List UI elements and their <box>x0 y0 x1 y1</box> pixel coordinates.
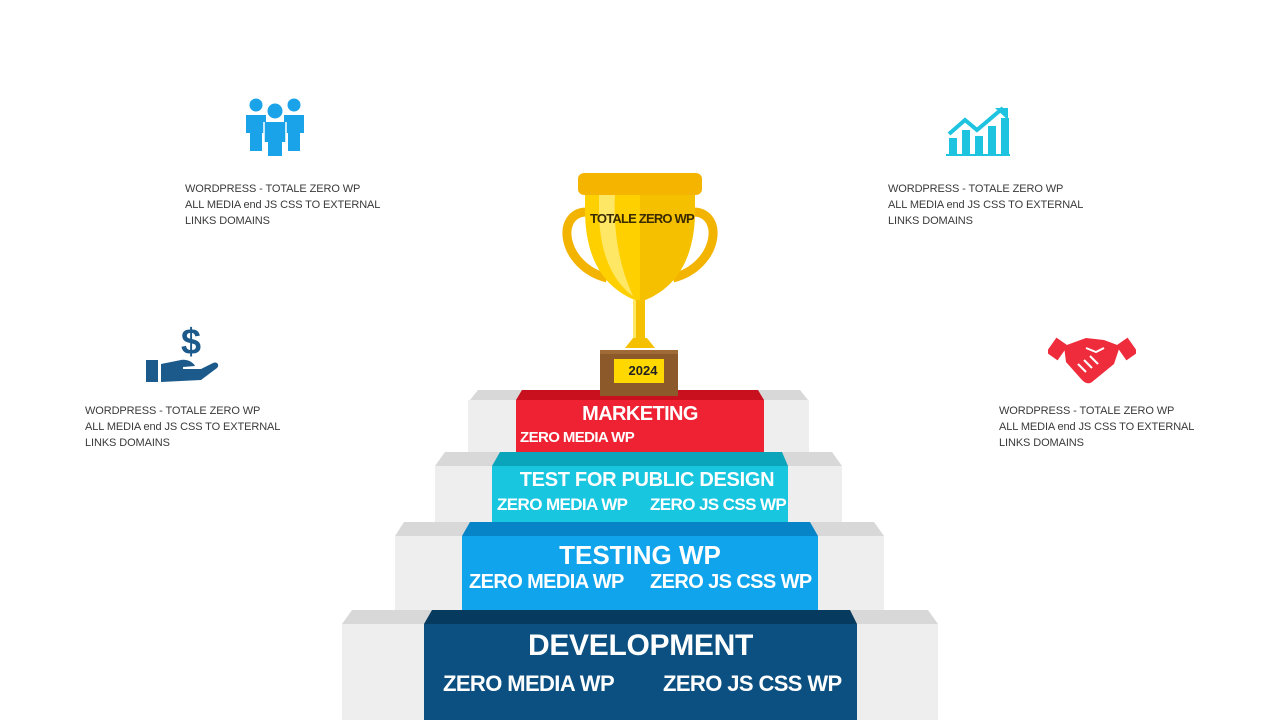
svg-text:$: $ <box>181 321 201 362</box>
info-text-top-left: WORDPRESS - TOTALE ZERO WP ALL MEDIA end… <box>185 181 380 229</box>
info-line: WORDPRESS - TOTALE ZERO WP <box>999 405 1175 417</box>
trophy-label: TOTALE ZERO WP <box>590 211 695 226</box>
trophy-year: 2024 <box>628 363 658 378</box>
public-design-step <box>492 466 788 522</box>
trophy-icon <box>562 173 718 396</box>
info-line: ALL MEDIA end JS CSS TO EXTERNAL <box>85 421 281 433</box>
marketing-title: MARKETING <box>582 403 698 425</box>
testing-sub-right: ZERO JS CSS WP <box>650 571 812 593</box>
info-line: LINKS DOMAINS <box>185 215 270 227</box>
info-text-mid-left: WORDPRESS - TOTALE ZERO WP ALL MEDIA end… <box>85 403 280 451</box>
testing-step-top <box>462 522 818 536</box>
development-sub-left: ZERO MEDIA WP <box>443 671 615 696</box>
info-line: ALL MEDIA end JS CSS TO EXTERNAL <box>185 199 381 211</box>
development-title: DEVELOPMENT <box>527 629 754 662</box>
marketing-sub-left: ZERO MEDIA WP <box>520 429 635 446</box>
growth-chart-icon <box>946 106 1010 156</box>
info-line: LINKS DOMAINS <box>888 215 973 227</box>
handshake-icon <box>1048 337 1136 384</box>
info-text-top-right: WORDPRESS - TOTALE ZERO WP ALL MEDIA end… <box>888 181 1083 229</box>
info-line: LINKS DOMAINS <box>999 437 1084 449</box>
public-design-sub-right: ZERO JS CSS WP <box>650 495 787 514</box>
info-line: LINKS DOMAINS <box>85 437 170 449</box>
info-line: ALL MEDIA end JS CSS TO EXTERNAL <box>888 199 1084 211</box>
money-hand-icon: $ <box>146 321 219 382</box>
testing-title: TESTING WP <box>559 540 721 570</box>
development-step-top <box>424 610 857 624</box>
development-step <box>424 624 857 720</box>
public-design-sub-left: ZERO MEDIA WP <box>497 495 628 514</box>
team-icon <box>246 98 304 156</box>
info-line: WORDPRESS - TOTALE ZERO WP <box>85 405 261 417</box>
testing-sub-left: ZERO MEDIA WP <box>469 571 624 593</box>
info-line: ALL MEDIA end JS CSS TO EXTERNAL <box>999 421 1195 433</box>
marketing-step <box>516 400 764 452</box>
info-line: WORDPRESS - TOTALE ZERO WP <box>888 183 1064 195</box>
public-design-step-top <box>492 452 788 466</box>
info-text-mid-right: WORDPRESS - TOTALE ZERO WP ALL MEDIA end… <box>999 403 1194 451</box>
public-design-title: TEST FOR PUBLIC DESIGN <box>519 469 775 491</box>
testing-step <box>462 536 818 610</box>
development-sub-right: ZERO JS CSS WP <box>663 671 842 696</box>
info-line: WORDPRESS - TOTALE ZERO WP <box>185 183 361 195</box>
